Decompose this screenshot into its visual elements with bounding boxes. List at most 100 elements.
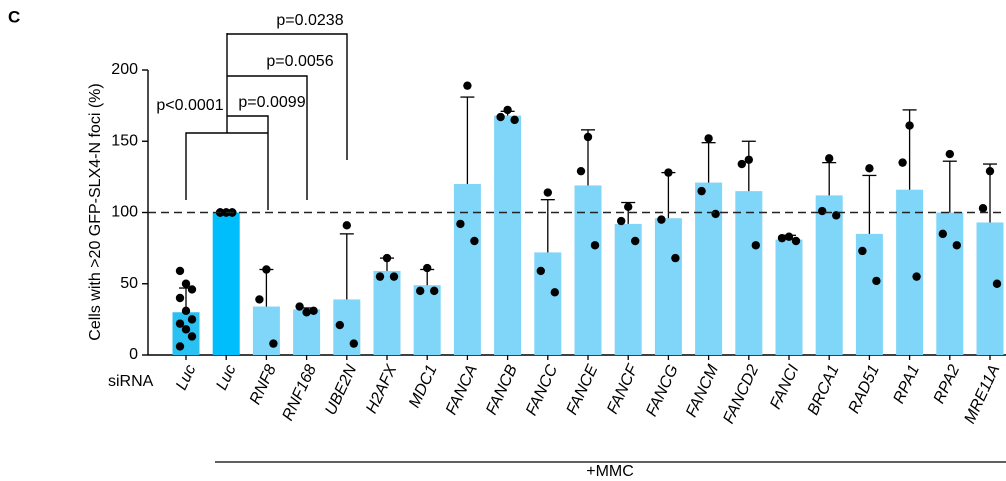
data-point xyxy=(825,154,834,163)
data-point xyxy=(375,272,385,281)
panel-label: C xyxy=(8,7,20,26)
data-point xyxy=(181,325,191,334)
bar xyxy=(373,270,401,355)
data-point xyxy=(470,236,479,246)
data-point xyxy=(978,204,988,213)
data-point xyxy=(912,272,921,281)
data-point xyxy=(898,158,907,167)
data-point xyxy=(818,206,827,216)
data-point xyxy=(737,159,746,169)
data-point xyxy=(342,221,351,230)
data-point xyxy=(456,219,465,229)
data-point xyxy=(617,216,626,226)
data-point xyxy=(697,186,706,196)
data-point xyxy=(711,209,720,219)
data-point xyxy=(510,115,519,125)
p-value: p=0.0099 xyxy=(238,94,305,111)
x-tick-label: FANCB xyxy=(483,362,521,418)
data-point xyxy=(791,236,801,246)
data-point xyxy=(536,266,545,276)
bar xyxy=(252,306,280,355)
bar xyxy=(614,223,642,355)
data-point xyxy=(543,188,552,197)
x-tick-label: FANCG xyxy=(643,362,682,419)
bar xyxy=(574,185,602,355)
data-point xyxy=(262,265,271,274)
x-tick-label: RNF168 xyxy=(279,362,320,423)
data-point xyxy=(295,302,304,311)
data-point xyxy=(349,339,358,348)
data-point xyxy=(175,293,185,303)
y-tick-label: 200 xyxy=(111,61,138,78)
data-point xyxy=(430,286,439,296)
bar xyxy=(212,212,240,355)
bar xyxy=(293,309,321,355)
data-point xyxy=(389,272,399,281)
data-point xyxy=(985,166,995,176)
data-point xyxy=(992,279,1002,288)
data-point xyxy=(302,308,311,317)
bar xyxy=(413,285,441,355)
bar xyxy=(815,195,843,355)
group-label: +MMC xyxy=(586,463,634,480)
data-point xyxy=(255,295,264,304)
data-point xyxy=(664,168,673,177)
bar xyxy=(494,115,522,355)
data-point xyxy=(187,315,197,324)
data-point xyxy=(590,241,600,250)
x-tick-label: Luc xyxy=(213,362,239,393)
data-point xyxy=(335,320,344,330)
data-point xyxy=(175,266,185,276)
x-tick-label: RPA1 xyxy=(890,362,923,406)
x-tick-label: FANCE xyxy=(564,362,602,418)
x-tick-label: BRCA1 xyxy=(805,362,843,418)
y-tick-label: 50 xyxy=(120,275,138,292)
x-tick-label: MDC1 xyxy=(406,362,441,410)
bar xyxy=(695,182,723,355)
data-point xyxy=(416,286,425,296)
data-point xyxy=(550,288,559,297)
y-axis-label: Cells with >20 GFP-SLX4-N foci (%) xyxy=(87,83,104,340)
x-tick-label: FANCM xyxy=(683,362,722,420)
data-point xyxy=(671,253,680,263)
data-point xyxy=(657,215,666,224)
bar xyxy=(775,239,803,355)
bar xyxy=(896,189,924,355)
data-point xyxy=(704,134,713,143)
data-point xyxy=(382,253,392,263)
x-tick-label: UBE2N xyxy=(322,362,360,418)
x-tick-label: RPA2 xyxy=(931,362,964,406)
x-tick-label: RAD51 xyxy=(846,362,883,416)
data-point xyxy=(576,166,586,176)
data-point xyxy=(496,112,505,122)
row-label: siRNA xyxy=(108,373,154,390)
data-point xyxy=(865,164,874,173)
data-point xyxy=(872,276,881,286)
data-point xyxy=(952,241,961,250)
data-point xyxy=(175,319,185,328)
p-value: p=0.0056 xyxy=(266,53,333,70)
data-point xyxy=(905,121,914,130)
x-tick-label: H2AFX xyxy=(363,361,401,416)
x-tick-label: Luc xyxy=(173,362,199,393)
data-point xyxy=(631,236,640,246)
x-tick-label: FANCI xyxy=(767,362,802,412)
x-tick-label: FANCD2 xyxy=(720,362,762,426)
data-point xyxy=(624,202,633,211)
x-tick-label: FANCF xyxy=(604,361,642,417)
data-point xyxy=(181,279,191,288)
data-point xyxy=(309,306,318,316)
data-point xyxy=(751,241,760,250)
data-point xyxy=(583,132,593,142)
bar xyxy=(654,218,682,355)
x-tick-label: FANCA xyxy=(443,362,481,417)
bar xyxy=(453,184,481,355)
data-point xyxy=(777,233,787,243)
data-point xyxy=(181,306,191,316)
data-point xyxy=(187,332,197,341)
x-tick-label: RNF8 xyxy=(247,362,280,407)
p-value: p<0.0001 xyxy=(156,97,223,114)
bar xyxy=(735,191,763,355)
bar xyxy=(976,222,1004,355)
